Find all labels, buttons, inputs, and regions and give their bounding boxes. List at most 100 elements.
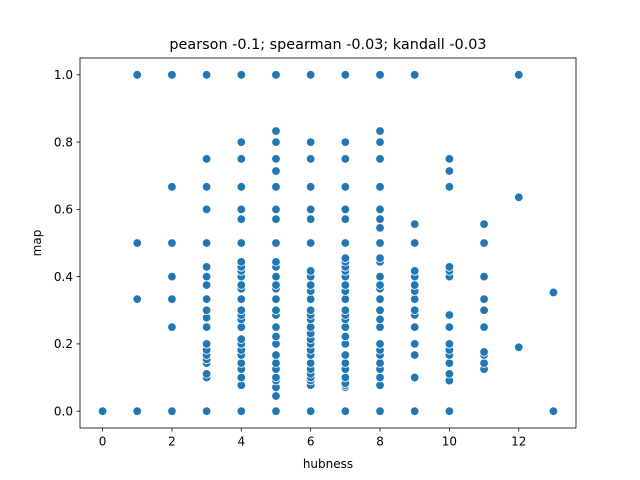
data-point	[340, 305, 351, 315]
x-tick-label: 0	[99, 435, 107, 449]
data-point	[236, 182, 246, 192]
y-tick-label: 0.4	[54, 270, 73, 284]
data-point	[340, 70, 351, 80]
data-point	[375, 294, 385, 304]
data-point	[236, 257, 246, 267]
data-point	[479, 294, 489, 304]
data-point	[410, 280, 420, 290]
data-point	[236, 358, 246, 368]
data-point	[410, 339, 420, 349]
y-tick-label: 0.2	[54, 337, 73, 351]
data-point	[410, 238, 420, 248]
data-point	[305, 406, 316, 416]
data-point	[410, 70, 420, 80]
data-point	[305, 280, 316, 290]
data-point	[167, 182, 177, 192]
data-point	[375, 339, 385, 349]
data-point	[375, 314, 385, 325]
data-point	[375, 358, 385, 368]
points-layer	[97, 70, 559, 416]
data-point	[271, 406, 281, 416]
data-point	[236, 334, 246, 344]
data-point	[236, 280, 246, 290]
data-point	[340, 238, 351, 248]
data-point	[271, 70, 281, 80]
data-point	[410, 266, 420, 276]
data-point	[236, 305, 246, 315]
data-point	[201, 271, 212, 282]
data-point	[167, 406, 177, 416]
data-point	[375, 380, 385, 390]
y-tick-label: 0.6	[54, 203, 73, 217]
data-point	[167, 238, 177, 248]
data-point	[201, 204, 212, 215]
data-point	[479, 358, 489, 368]
x-axis: 0 2 4 6 8 10 12	[99, 428, 526, 449]
data-point	[305, 305, 316, 315]
data-point	[167, 271, 177, 282]
data-point	[548, 406, 559, 416]
data-point	[167, 294, 177, 304]
data-point	[444, 322, 455, 332]
data-point	[444, 262, 455, 272]
data-point	[236, 214, 246, 224]
data-point	[271, 391, 281, 401]
data-point	[236, 238, 246, 248]
y-tick-label: 1.0	[54, 68, 73, 82]
x-tick-label: 12	[511, 435, 526, 449]
data-point	[410, 322, 420, 332]
data-point	[479, 305, 489, 315]
data-point	[97, 406, 108, 416]
data-point	[305, 358, 316, 368]
y-axis-label: map	[30, 230, 44, 257]
data-point	[201, 238, 212, 248]
data-point	[410, 372, 420, 383]
data-point	[514, 342, 524, 352]
data-point	[375, 280, 385, 290]
data-point	[201, 305, 212, 315]
data-point	[375, 253, 385, 263]
data-point	[271, 166, 281, 176]
data-point	[375, 154, 385, 164]
data-point	[375, 137, 385, 147]
data-point	[271, 294, 281, 304]
data-point	[201, 182, 212, 192]
data-point	[201, 406, 212, 416]
data-point	[410, 294, 420, 304]
data-point	[479, 347, 489, 357]
data-point	[132, 294, 142, 304]
data-point	[340, 406, 351, 416]
x-tick-label: 10	[442, 435, 457, 449]
data-point	[410, 406, 420, 416]
x-tick-label: 8	[376, 435, 384, 449]
data-point	[375, 214, 385, 224]
data-point	[201, 322, 212, 332]
data-point	[479, 238, 489, 248]
data-point	[444, 154, 455, 164]
x-tick-label: 2	[168, 435, 176, 449]
data-point	[340, 182, 351, 192]
data-point	[375, 305, 385, 315]
data-point	[236, 372, 246, 383]
data-point	[375, 126, 385, 136]
data-point	[271, 137, 281, 147]
data-point	[340, 350, 351, 360]
data-point	[201, 154, 212, 164]
data-point	[271, 322, 281, 332]
data-point	[410, 350, 420, 360]
data-point	[375, 322, 385, 332]
data-point	[375, 406, 385, 416]
data-point	[444, 369, 455, 379]
data-point	[271, 214, 281, 224]
data-point	[340, 204, 351, 215]
data-point	[305, 322, 316, 332]
data-point	[375, 70, 385, 80]
data-point	[271, 257, 281, 267]
data-point	[271, 280, 281, 290]
data-point	[479, 219, 489, 229]
data-point	[410, 305, 420, 315]
y-tick-label: 0.8	[54, 135, 73, 149]
data-point	[548, 287, 559, 298]
